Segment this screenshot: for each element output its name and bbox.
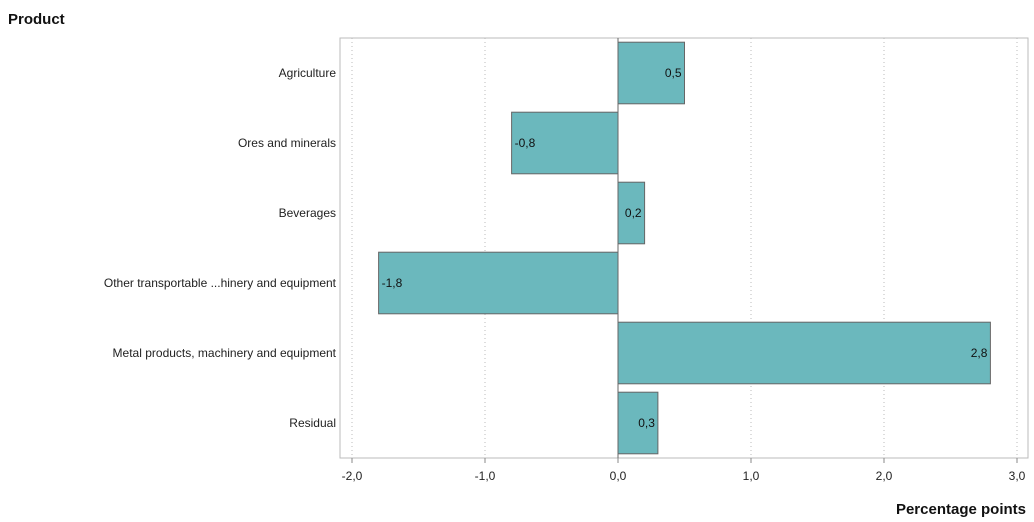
data-label: 0,5 (665, 66, 682, 80)
x-tick-label: -1,0 (475, 469, 496, 483)
x-tick-label: 2,0 (876, 469, 893, 483)
x-tick-label: -2,0 (342, 469, 363, 483)
plot-frame (339, 37, 1029, 459)
category-label: Ores and minerals (238, 136, 336, 150)
bar (617, 41, 685, 105)
bar (511, 111, 619, 175)
data-label: 0,2 (625, 206, 642, 220)
data-label: -0,8 (515, 136, 536, 150)
category-label: Beverages (279, 206, 336, 220)
x-tick-label: 0,0 (610, 469, 627, 483)
x-ticks: -2,0 -1,0 0,0 1,0 2,0 3,0 (342, 458, 1026, 483)
category-axis-title: Product (8, 11, 65, 28)
bar (378, 251, 619, 315)
x-tick-label: 1,0 (743, 469, 760, 483)
category-labels: Agriculture Ores and minerals Beverages Oth… (104, 66, 337, 430)
bar (617, 181, 646, 245)
bars: 0,5 -0,8 0,2 -1,8 2,8 0,3 (378, 41, 991, 455)
x-tick-label: 3,0 (1009, 469, 1026, 483)
data-label: 0,3 (638, 416, 655, 430)
bar (617, 321, 991, 385)
category-label: Agriculture (279, 66, 337, 80)
data-label: -1,8 (382, 276, 403, 290)
category-label: Metal products, machinery and equipment (113, 346, 337, 360)
data-label: 2,8 (971, 346, 988, 360)
category-label: Other transportable ...hinery and equipm… (104, 276, 337, 290)
x-axis-title: Percentage points (896, 501, 1026, 518)
category-label: Residual (289, 416, 336, 430)
bar (617, 391, 659, 455)
